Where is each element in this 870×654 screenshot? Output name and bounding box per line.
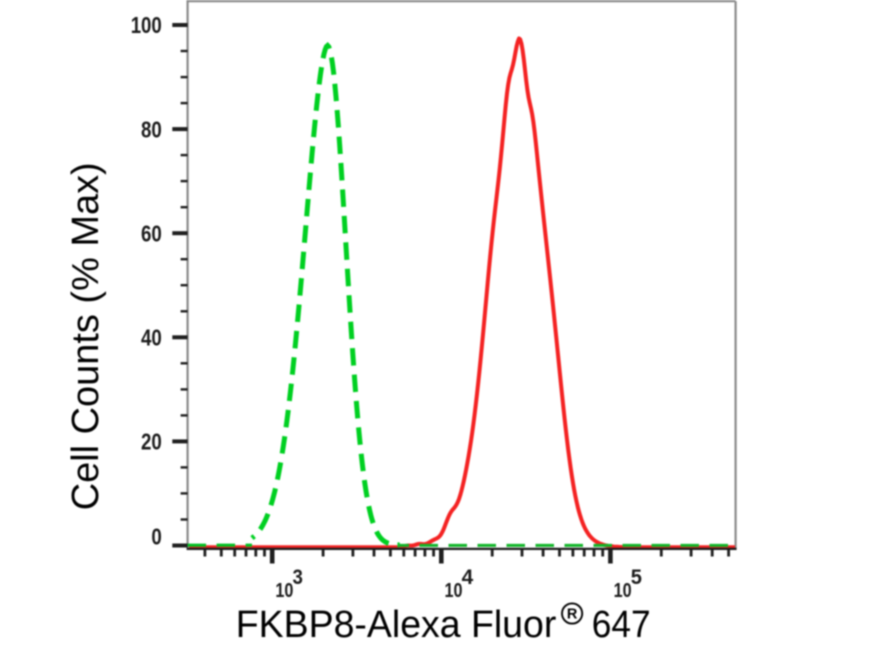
svg-text:3: 3 <box>293 566 303 589</box>
svg-text:0: 0 <box>151 524 161 550</box>
svg-text:4: 4 <box>462 566 474 589</box>
svg-text:80: 80 <box>141 117 162 143</box>
svg-text:FKBP8-Alexa Fluor: FKBP8-Alexa Fluor <box>236 604 557 646</box>
svg-text:60: 60 <box>141 220 162 246</box>
svg-text:R: R <box>567 607 578 623</box>
svg-text:10: 10 <box>445 580 463 602</box>
svg-text:5: 5 <box>631 566 642 589</box>
svg-text:20: 20 <box>141 428 162 454</box>
svg-text:40: 40 <box>141 324 162 350</box>
svg-text:647: 647 <box>592 604 651 646</box>
svg-text:10: 10 <box>614 580 632 602</box>
svg-text:10: 10 <box>275 580 293 602</box>
svg-text:Cell Counts (% Max): Cell Counts (% Max) <box>65 162 107 510</box>
svg-text:100: 100 <box>131 12 162 38</box>
